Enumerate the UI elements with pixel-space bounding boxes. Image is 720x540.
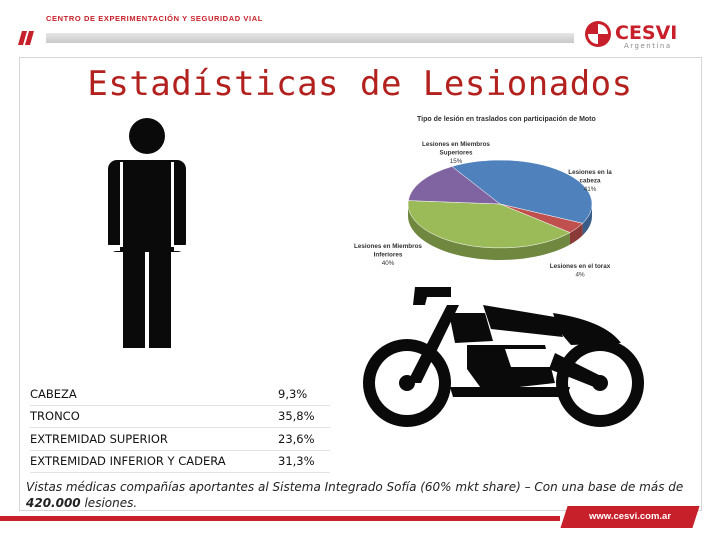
- table-row: EXTREMIDAD SUPERIOR 23,6%: [30, 428, 330, 450]
- row-label: CABEZA: [30, 386, 77, 401]
- pie-slice: [407, 200, 571, 249]
- row-label: EXTREMIDAD SUPERIOR: [30, 431, 168, 446]
- header-bar: [46, 33, 574, 43]
- footnote-end: lesiones.: [80, 496, 138, 510]
- org-label: CENTRO DE EXPERIMENTACIÓN Y SEGURIDAD VI…: [46, 14, 263, 23]
- slice-label: Lesiones en Miembros: [422, 141, 490, 148]
- footnote: Vistas médicas compañías aportantes al S…: [26, 479, 706, 511]
- slice-value-label: 41%: [584, 186, 597, 193]
- logo-sub: Argentina: [624, 42, 672, 50]
- table-row: TRONCO 35,8%: [30, 405, 330, 428]
- page-title: Estadísticas de Lesionados: [87, 64, 633, 104]
- pie-title: Tipo de lesión en traslados con particip…: [417, 116, 596, 123]
- slice-label: Lesiones en el torax: [550, 263, 611, 270]
- pie-slice-side: [408, 204, 570, 260]
- row-value: 9,3%: [278, 386, 308, 401]
- row-value: 35,8%: [278, 409, 315, 424]
- slice-label: Lesiones en la: [568, 169, 612, 176]
- slice-value-label: 4%: [575, 272, 585, 279]
- footnote-bold: 420.000: [26, 496, 81, 510]
- footnote-text: Vistas médicas compañías aportantes al S…: [26, 480, 684, 494]
- slice-value-label: 40%: [382, 260, 395, 267]
- slice-value-label: 15%: [450, 158, 463, 165]
- pie-slice-side: [582, 204, 592, 236]
- motorcycle-icon: [363, 287, 644, 427]
- table-row: CABEZA 9,3%: [30, 383, 330, 405]
- row-label: EXTREMIDAD INFERIOR Y CADERA: [30, 454, 226, 469]
- logo-text: CESVI: [615, 22, 677, 44]
- cesvi-logo: CESVI Argentina: [585, 21, 677, 50]
- header-stripes: [18, 31, 34, 45]
- slice-label: cabeza: [579, 178, 601, 185]
- website-url: www.cesvi.com.ar: [588, 511, 672, 522]
- person-icon: [106, 118, 188, 348]
- footer-bar: [0, 516, 560, 521]
- pie-slice-side: [569, 223, 583, 245]
- slice-label: Superiores: [440, 150, 473, 157]
- injury-stats-table: CABEZA 9,3% TRONCO 35,8% EXTREMIDAD SUPE…: [30, 383, 330, 473]
- slice-label: Lesiones en Miembros: [354, 243, 422, 250]
- website-link[interactable]: www.cesvi.com.ar: [560, 506, 700, 528]
- slice-label: Inferiores: [374, 252, 403, 259]
- pie-slice: [407, 166, 501, 205]
- row-value: 23,6%: [278, 431, 315, 446]
- row-label: TRONCO: [30, 409, 80, 424]
- table-row: EXTREMIDAD INFERIOR Y CADERA 31,3%: [30, 450, 330, 473]
- row-value: 31,3%: [278, 454, 315, 469]
- pie-slices: [407, 159, 593, 260]
- pie-slice: [451, 159, 593, 224]
